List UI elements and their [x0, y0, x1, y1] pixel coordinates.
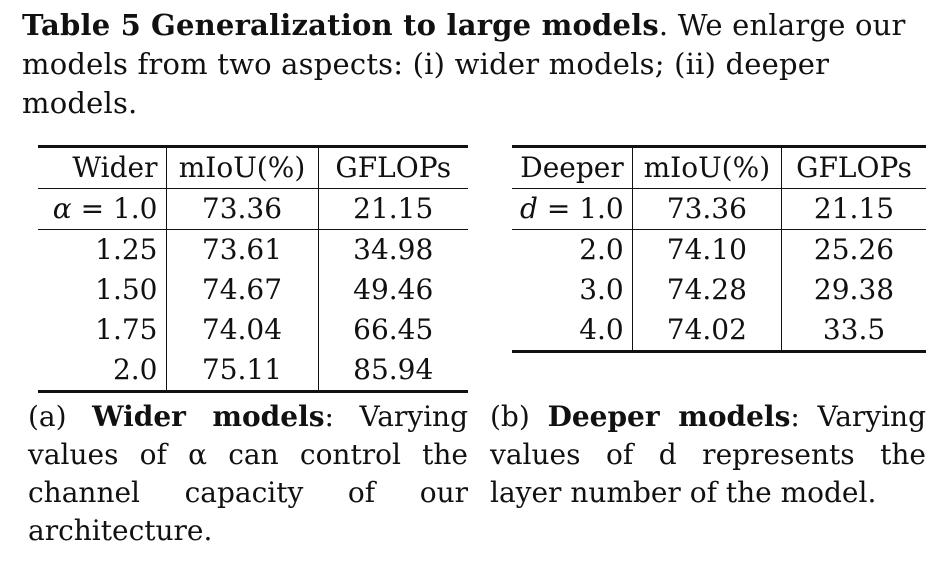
- column-header: Wider: [38, 145, 167, 189]
- alpha-symbol: α: [52, 192, 72, 225]
- param-cell: 3.0: [512, 270, 633, 310]
- subcaption-label: (a): [28, 400, 67, 433]
- subcaption-title: Wider models: [92, 400, 325, 433]
- param-cell: 4.0: [512, 310, 633, 353]
- subcaption-b: (b) Deeper models: Varying values of d r…: [490, 398, 926, 512]
- miou-cell: 74.67: [166, 270, 319, 310]
- table-row: d = 1.0 73.36 21.15: [512, 188, 926, 230]
- gflops-cell: 21.15: [781, 188, 926, 230]
- gflops-cell: 66.45: [353, 313, 434, 346]
- miou-cell: 73.36: [166, 188, 319, 230]
- gflops-cell: 85.94: [318, 350, 468, 393]
- miou-cell: 74.04: [166, 310, 319, 350]
- gflops-cell: 29.38: [813, 273, 895, 306]
- table-row: 1.25 73.61 34.98: [38, 229, 468, 270]
- gflops-cell: 25.26: [813, 233, 895, 266]
- gflops-cell: 34.98: [353, 233, 434, 266]
- param-cell: 1.75: [38, 310, 167, 350]
- table-row: 4.0 74.02 33.5: [512, 310, 926, 353]
- miou-cell: 74.10: [632, 229, 783, 270]
- param-cell: 2.0: [38, 350, 167, 393]
- table-title: Generalization to large models: [151, 8, 659, 42]
- param-cell: d = 1.0: [512, 188, 633, 230]
- miou-cell: 73.36: [632, 188, 783, 230]
- param-cell: 1.25: [38, 229, 167, 270]
- d-symbol: d: [520, 192, 538, 225]
- column-header: GFLOPs: [781, 145, 926, 189]
- table-header-row: Wider mIoU(%) GFLOPs: [38, 145, 468, 189]
- miou-cell-best: 75.11: [166, 350, 319, 393]
- subcaption-text: : Varying values of d represents the lay…: [490, 400, 927, 509]
- column-header: Deeper: [512, 145, 633, 189]
- wider-models-table: Wider mIoU(%) GFLOPs α = 1.0 73.36 21.15…: [38, 145, 468, 393]
- subcaption-a: (a) Wider models: Varying values of α ca…: [28, 398, 468, 550]
- param-cell: α = 1.0: [38, 188, 167, 230]
- column-header: mIoU(%): [632, 145, 783, 189]
- miou-cell-best: 74.28: [632, 270, 783, 310]
- gflops-cell: 33.5: [781, 310, 926, 353]
- table-row: 1.75 74.04 66.45: [38, 310, 468, 350]
- column-header: GFLOPs: [318, 145, 468, 189]
- deeper-models-table: Deeper mIoU(%) GFLOPs d = 1.0 73.36 21.1…: [512, 145, 926, 353]
- subcaption-title: Deeper models: [547, 400, 791, 433]
- gflops-cell: 49.46: [353, 273, 434, 306]
- param-cell: 1.50: [38, 270, 167, 310]
- table-row: 3.0 74.28 29.38: [512, 270, 926, 310]
- subcaption-label: (b): [490, 400, 530, 433]
- table-caption: Table 5 Generalization to large models. W…: [22, 6, 922, 123]
- gflops-cell: 21.15: [318, 188, 468, 230]
- column-header: mIoU(%): [166, 145, 319, 189]
- caption-text: . We enlarge our models from two aspects…: [22, 8, 906, 120]
- miou-cell: 74.02: [632, 310, 783, 353]
- table-row: 1.50 74.67 49.46: [38, 270, 468, 310]
- table-row: 2.0 74.10 25.26: [512, 229, 926, 270]
- table-number: Table 5: [22, 8, 142, 42]
- subcaption-text: : Varying values of α can control the ch…: [28, 400, 469, 547]
- param-cell: 2.0: [512, 229, 633, 270]
- table-row: α = 1.0 73.36 21.15: [38, 188, 468, 230]
- miou-cell: 73.61: [166, 229, 319, 270]
- table-row: 2.0 75.11 85.94: [38, 350, 468, 393]
- table-header-row: Deeper mIoU(%) GFLOPs: [512, 145, 926, 189]
